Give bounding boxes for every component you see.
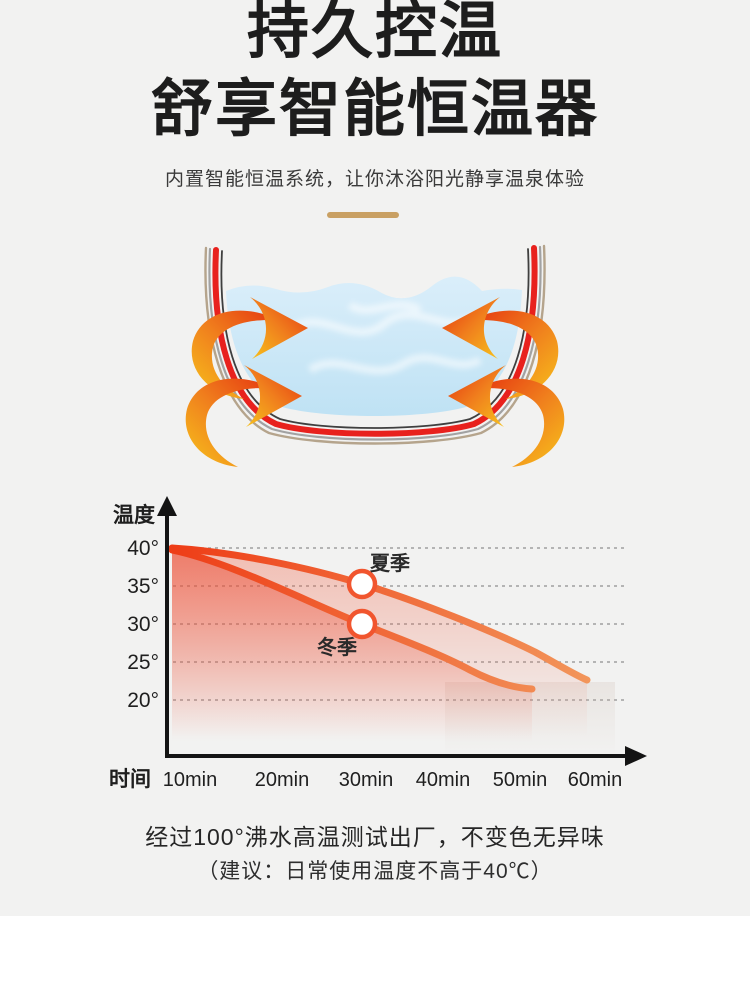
x-tick: 60min	[568, 769, 622, 791]
heated-basin-illustration	[170, 235, 580, 485]
y-tick: 25°	[127, 651, 159, 674]
x-axis-arrow-icon	[625, 746, 647, 766]
footer-spacer	[0, 916, 750, 989]
summer-marker	[346, 568, 378, 600]
x-tick: 40min	[416, 769, 470, 791]
vessel-wall-layers	[204, 244, 546, 445]
y-tick-labels: 40° 35° 30° 25° 20°	[127, 537, 159, 712]
x-tick: 20min	[255, 769, 309, 791]
temperature-chart: 夏季 冬季 温度 时间 40° 35° 30° 25° 2	[95, 492, 655, 792]
page-title-line2: 舒享智能恒温器	[150, 75, 599, 144]
y-tick: 30°	[127, 613, 159, 636]
axes	[165, 510, 629, 758]
winter-area-fill	[172, 550, 532, 756]
suggestion-note: （建议：日常使用温度不高于40℃）	[197, 860, 553, 883]
winter-label: 冬季	[317, 635, 357, 659]
y-axis-arrow-icon	[157, 496, 177, 516]
y-axis-title: 温度	[113, 503, 155, 527]
winter-marker	[346, 608, 378, 640]
x-tick: 30min	[339, 769, 393, 791]
y-tick: 20°	[127, 689, 159, 712]
test-note: 经过100°沸水高温测试出厂，不变色无异味	[145, 824, 605, 850]
x-tick: 50min	[493, 769, 547, 791]
x-tick-labels: 10min 20min 30min 40min 50min 60min	[163, 769, 622, 791]
y-tick: 35°	[127, 575, 159, 598]
y-tick: 40°	[127, 537, 159, 560]
subtitle: 内置智能恒温系统，让你沐浴阳光静享温泉体验	[164, 169, 585, 190]
summer-curve	[168, 544, 591, 684]
main-gray-section: 持久控温 舒享智能恒温器 内置智能恒温系统，让你沐浴阳光静享温泉体验	[0, 0, 750, 916]
steam-wisps	[287, 301, 483, 375]
heated-basin-cross-section-icon	[185, 244, 565, 467]
x-axis-title: 时间	[109, 768, 151, 791]
gold-divider	[327, 212, 399, 218]
winter-curve	[168, 546, 536, 693]
water	[226, 276, 522, 416]
x-tick: 10min	[163, 769, 217, 791]
page-title-line1: 持久控温	[246, 0, 503, 66]
summer-label: 夏季	[370, 552, 410, 575]
